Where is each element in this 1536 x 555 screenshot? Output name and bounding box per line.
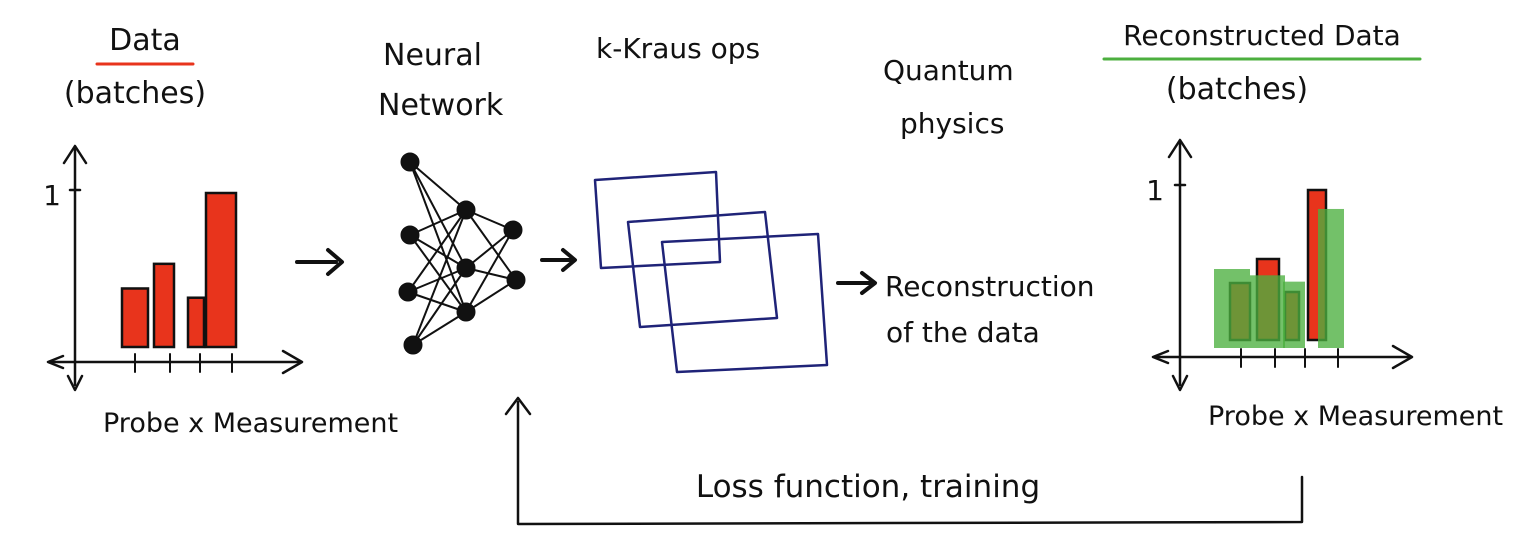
quantum-label-line1: Quantum — [883, 54, 1014, 87]
network-node — [456, 200, 476, 220]
right-panel: Reconstructed Data (batches) 1 Probe x M… — [1102, 19, 1503, 432]
kraus-squares — [593, 170, 829, 374]
quantum-label-line2: physics — [900, 107, 1004, 140]
kraus-section: k-Kraus ops — [593, 32, 829, 374]
right-axes — [1151, 138, 1414, 392]
network-label-line1: Neural — [383, 38, 482, 73]
reconstructed-bar — [1250, 275, 1285, 348]
arrow-data-to-network — [295, 248, 344, 276]
left-axes — [46, 144, 304, 392]
network-node — [503, 220, 523, 240]
right-title: Reconstructed Data — [1123, 19, 1401, 52]
quantum-section: Quantum physics — [883, 54, 1014, 140]
reconstruction-label-line2: of the data — [886, 316, 1040, 349]
reconstructed-bar — [1318, 208, 1344, 348]
reconstructed-bar — [1214, 269, 1250, 348]
left-title: Data — [109, 23, 181, 58]
left-axis-label: Probe x Measurement — [103, 408, 398, 439]
network-node — [400, 152, 420, 172]
data-bar — [186, 296, 206, 349]
reconstruction-label-line1: Reconstruction — [885, 270, 1095, 303]
right-axis-label: Probe x Measurement — [1208, 401, 1503, 432]
network-edge — [409, 234, 467, 313]
right-subtitle: (batches) — [1166, 72, 1308, 107]
arrow-network-to-kraus — [540, 248, 577, 272]
right-bars — [1214, 188, 1344, 348]
kraus-label: k-Kraus ops — [596, 32, 760, 65]
left-subtitle: (batches) — [64, 76, 206, 111]
kraus-square — [593, 170, 722, 270]
left-bars — [120, 191, 238, 349]
network-node — [403, 335, 423, 355]
kraus-square — [660, 232, 829, 374]
right-axis-tick: 1 — [1146, 174, 1164, 207]
neural-network-section: Neural Network — [378, 38, 526, 355]
network-node — [398, 282, 418, 302]
network-edge — [465, 229, 514, 269]
network-label-line2: Network — [378, 88, 504, 123]
left-axis-tick: 1 — [43, 179, 61, 212]
network-edge — [407, 209, 467, 293]
network-edge — [465, 279, 517, 313]
data-bar — [204, 191, 238, 349]
network-edge — [409, 161, 467, 269]
network-edge — [412, 267, 467, 346]
network-edge — [412, 311, 467, 346]
neural-network-graph — [398, 152, 526, 355]
feedback-loop: Loss function, training — [504, 396, 1304, 526]
network-edge — [465, 229, 514, 313]
data-bar — [120, 287, 150, 349]
network-edge — [409, 161, 467, 211]
network-node — [456, 258, 476, 278]
network-node — [400, 225, 420, 245]
reconstruction-section: Reconstruction of the data — [885, 270, 1095, 349]
feedback-label: Loss function, training — [696, 469, 1040, 505]
network-edge — [407, 291, 467, 313]
network-edge — [412, 209, 467, 346]
network-edge — [407, 267, 467, 293]
left-panel: Data (batches) 1 Probe x Measurement — [43, 23, 398, 439]
reconstructed-bar — [1283, 281, 1305, 348]
network-edge — [465, 209, 517, 281]
network-node — [456, 302, 476, 322]
network-node — [506, 270, 526, 290]
arrow-to-reconstruction — [836, 271, 877, 295]
data-bar — [152, 262, 176, 349]
kraus-square — [626, 210, 779, 329]
network-edge — [409, 209, 467, 236]
network-edge — [409, 234, 467, 269]
network-edge — [409, 161, 467, 313]
